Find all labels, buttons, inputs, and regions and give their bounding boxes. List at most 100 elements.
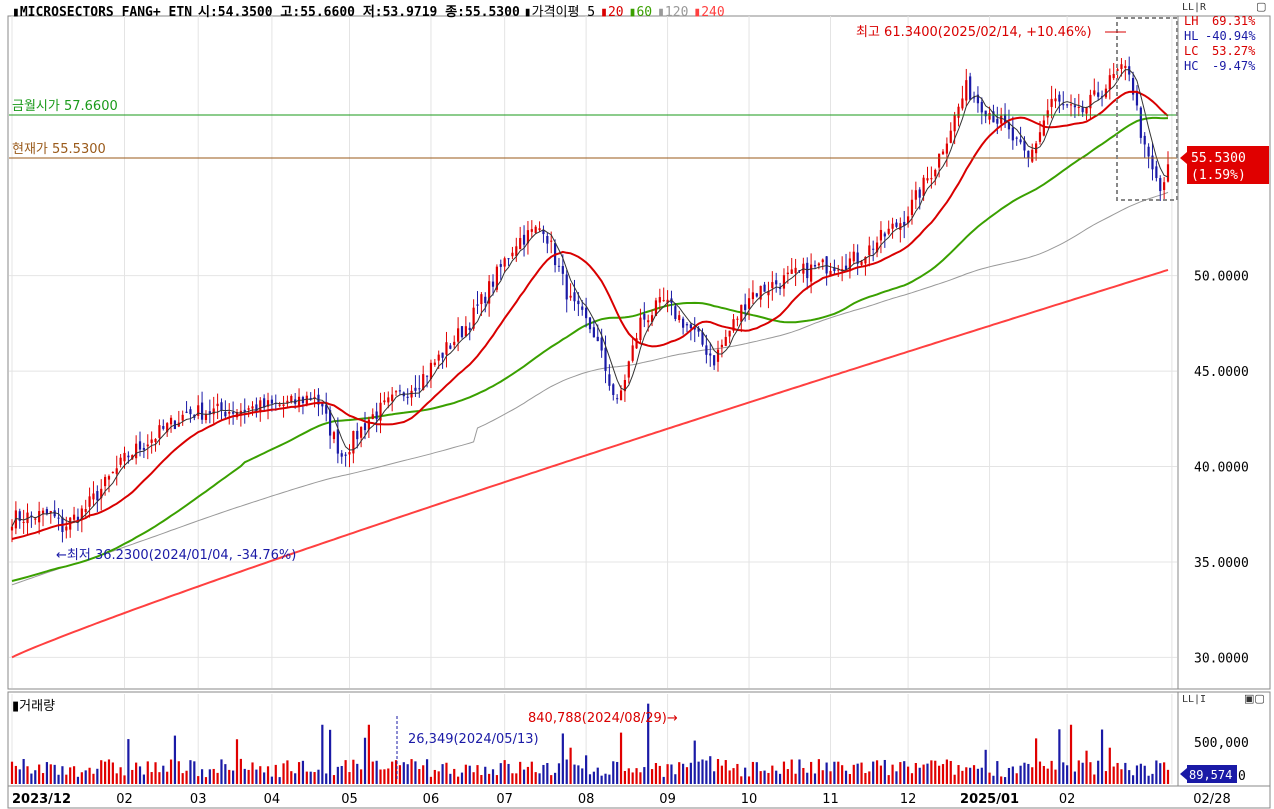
volume-bar [1038, 761, 1042, 784]
current-price-label: 현재가 55.5300 [12, 142, 106, 157]
volume-bar [422, 765, 425, 784]
candle-body [340, 453, 343, 457]
candle-body [162, 426, 165, 429]
volume-bar [499, 763, 502, 784]
candle-body [561, 266, 564, 274]
candle-body [488, 281, 491, 304]
volume-bar [1124, 762, 1127, 784]
candle-body [875, 242, 879, 253]
candle-body [344, 454, 347, 456]
date-tick-label: 2023/12 [12, 792, 71, 807]
volume-bar [631, 772, 634, 784]
candle-body [348, 451, 351, 455]
volume-bar [759, 771, 762, 784]
candle-body [286, 400, 289, 404]
candle-body [45, 509, 49, 514]
stat-hc: HC -9.47% [1184, 59, 1256, 73]
price-tick-labels: 50.0000 45.0000 40.0000 35.0000 30.0000 [1194, 270, 1249, 667]
candle-body [41, 510, 45, 514]
candle-body [1135, 90, 1139, 106]
candle-body [1093, 90, 1096, 95]
volume-bar [553, 772, 557, 784]
volume-bar [790, 759, 793, 784]
candle-body [619, 390, 623, 401]
stat-lh: LH 69.31% [1184, 14, 1256, 28]
candle-body [453, 341, 456, 346]
candle-body [263, 398, 266, 408]
candle-body [709, 353, 712, 356]
candle-body [662, 300, 665, 302]
candle-body [437, 354, 440, 361]
volume-bar [204, 777, 208, 784]
volume-bar [511, 773, 514, 784]
date-tick-label: 06 [423, 792, 440, 807]
candle-body [10, 526, 14, 531]
candle-body [72, 514, 76, 520]
date-tick-label: 10 [741, 792, 758, 807]
date-tick-label: 04 [264, 792, 281, 807]
candle-body [635, 338, 638, 349]
candle-body [976, 94, 980, 104]
volume-bar [802, 767, 805, 784]
volume-bar [883, 759, 886, 784]
maximize-icon[interactable]: ▢ [1256, 0, 1266, 13]
volume-bar [61, 766, 64, 784]
volume-bar [623, 770, 627, 784]
volume-bar [542, 764, 545, 784]
candle-body [84, 509, 87, 512]
candle-body [166, 423, 169, 433]
volume-bar [910, 773, 914, 784]
candle-body [270, 399, 274, 404]
candle-body [1124, 65, 1127, 69]
header-marker: ▮ [12, 5, 20, 20]
candle-body [18, 511, 21, 521]
price-panel-buttons[interactable]: LL|R [1182, 2, 1207, 13]
candle-body [887, 228, 890, 234]
candle-body [666, 299, 669, 304]
volume-bar [189, 760, 192, 784]
ma-5-line [11, 69, 1169, 527]
volume-bar [829, 771, 832, 784]
volume-bar [945, 759, 948, 784]
volume-bar [619, 732, 623, 784]
volume-tick-zero: 0 [1238, 769, 1246, 784]
volume-bar [162, 765, 165, 784]
volume-window-icon[interactable]: ▣▢ [1244, 692, 1265, 705]
volume-bar [736, 763, 739, 784]
candle-body [92, 493, 95, 500]
candle-body [899, 223, 902, 230]
volume-bar [1155, 760, 1158, 784]
volume-bar [208, 769, 211, 784]
volume-bar [1097, 760, 1100, 784]
volume-panel-buttons[interactable]: LL|I [1182, 694, 1206, 705]
candle-body [658, 297, 661, 303]
candle-body [146, 444, 149, 447]
candle-body [813, 264, 817, 267]
volume-bar [868, 771, 871, 784]
candle-body [57, 517, 60, 519]
candle-body [565, 274, 568, 300]
candle-body [996, 118, 999, 124]
volume-bar [387, 768, 390, 784]
candle-body [538, 228, 541, 231]
volume-bar [115, 773, 118, 784]
candle-body [782, 275, 786, 289]
candle-body [759, 285, 762, 300]
candle-body [852, 251, 855, 262]
candle-body [557, 265, 561, 267]
candle-body [100, 488, 103, 499]
volume-tag-value: 89,574 [1189, 768, 1232, 782]
candle-body [713, 355, 716, 366]
date-tick-labels: 2023/12 02 03 04 05 06 07 08 09 10 11 12 2025/01 02 02… [12, 792, 1231, 807]
price-panel[interactable] [7, 15, 1179, 690]
candle-body [406, 396, 409, 398]
volume-bar [775, 770, 778, 784]
volume-bar [751, 761, 755, 784]
volume-bar [585, 755, 588, 784]
candle-body [34, 518, 37, 520]
volume-bar [852, 764, 855, 784]
candle-body [1019, 139, 1022, 143]
volume-bar [398, 765, 402, 784]
vertical-gridlines [11, 16, 1173, 784]
